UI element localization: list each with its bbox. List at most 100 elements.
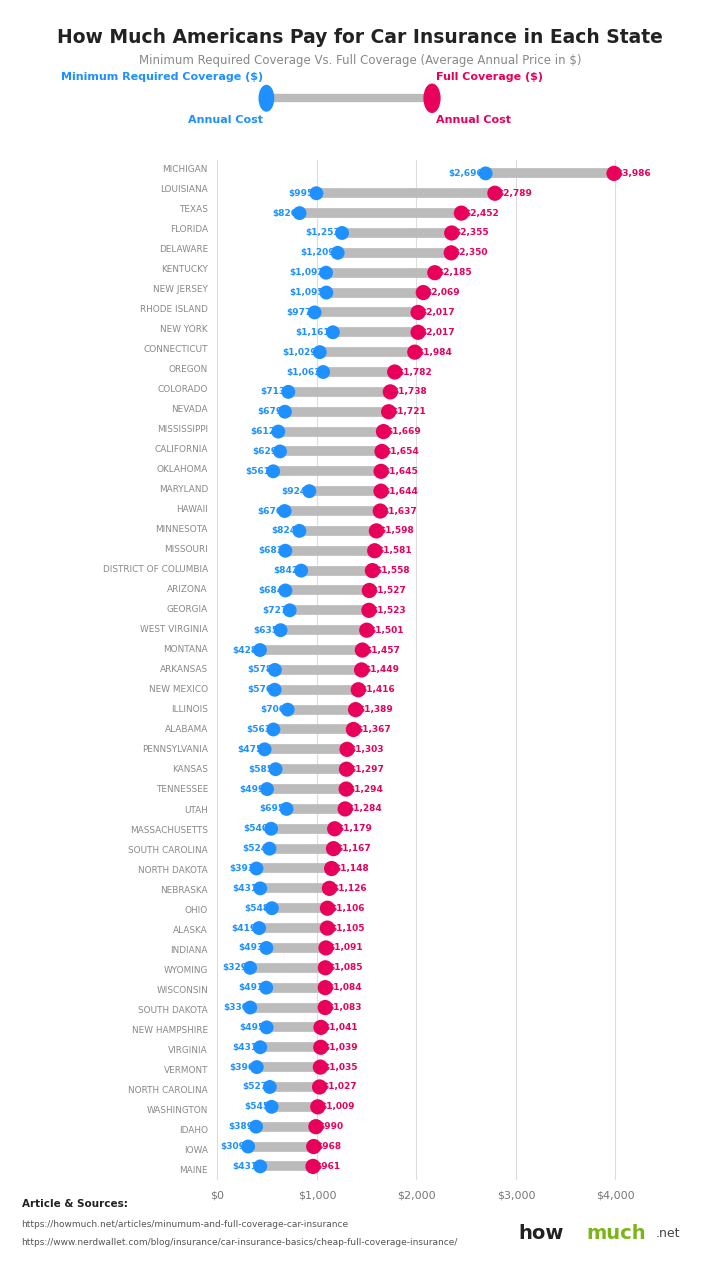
Point <box>315 1057 326 1077</box>
Text: $1,501: $1,501 <box>369 625 404 634</box>
Text: $1,039: $1,039 <box>323 1042 358 1051</box>
Point <box>353 680 364 701</box>
Text: WISCONSIN: WISCONSIN <box>156 985 208 995</box>
Text: $585: $585 <box>248 764 273 773</box>
Text: Minimum Required Coverage Vs. Full Coverage (Average Annual Price in $): Minimum Required Coverage Vs. Full Cover… <box>139 54 581 66</box>
Point <box>253 917 265 938</box>
Point <box>320 957 331 977</box>
Text: RHODE ISLAND: RHODE ISLAND <box>140 305 208 314</box>
Text: $1,092: $1,092 <box>289 268 323 277</box>
Point <box>254 878 266 898</box>
Text: $706: $706 <box>260 706 285 715</box>
Text: $2,350: $2,350 <box>454 249 488 258</box>
Text: NEW MEXICO: NEW MEXICO <box>149 685 208 694</box>
Text: $578: $578 <box>247 665 272 675</box>
Text: How Much Americans Pay for Car Insurance in Each State: How Much Americans Pay for Car Insurance… <box>57 28 663 47</box>
Point <box>364 581 375 601</box>
Text: ARIZONA: ARIZONA <box>167 586 208 595</box>
Point <box>251 1057 263 1077</box>
Point <box>294 203 305 223</box>
Text: VERMONT: VERMONT <box>163 1065 208 1074</box>
Point <box>279 402 291 422</box>
Point <box>309 302 320 323</box>
Point <box>261 778 273 799</box>
Text: LOUISIANA: LOUISIANA <box>161 185 208 194</box>
Point <box>356 660 367 680</box>
Text: $1,126: $1,126 <box>332 884 366 893</box>
Point <box>328 838 339 859</box>
Text: $563: $563 <box>246 725 271 734</box>
Text: MINNESOTA: MINNESOTA <box>156 526 208 535</box>
Point <box>389 362 400 383</box>
Text: $540: $540 <box>243 824 269 833</box>
Text: NEW HAMPSHIRE: NEW HAMPSHIRE <box>132 1026 208 1035</box>
Point <box>320 282 332 302</box>
Text: $1,367: $1,367 <box>356 725 391 734</box>
Text: $475: $475 <box>237 745 262 754</box>
Text: KENTUCKY: KENTUCKY <box>161 265 208 274</box>
Point <box>383 402 395 422</box>
Text: $961: $961 <box>315 1162 341 1171</box>
Text: $524: $524 <box>242 845 267 854</box>
Text: $431: $431 <box>233 1042 258 1051</box>
Text: $428: $428 <box>233 646 258 655</box>
Text: $527: $527 <box>242 1082 267 1091</box>
Point <box>270 759 282 780</box>
Text: WEST VIRGINIA: WEST VIRGINIA <box>140 625 208 634</box>
Point <box>320 263 332 283</box>
Point <box>324 878 336 898</box>
Text: $431: $431 <box>233 1162 258 1171</box>
Text: NEW JERSEY: NEW JERSEY <box>153 285 208 293</box>
Point <box>409 342 420 362</box>
Text: $695: $695 <box>259 804 284 813</box>
Text: $1,091: $1,091 <box>328 943 363 952</box>
Point <box>282 699 293 720</box>
Point <box>489 182 500 203</box>
Text: $679: $679 <box>257 407 282 416</box>
Point <box>274 441 286 462</box>
Text: $493: $493 <box>239 943 264 952</box>
Text: $545: $545 <box>244 1102 269 1111</box>
Point <box>374 500 386 521</box>
Point <box>369 541 380 561</box>
Text: $495: $495 <box>239 1023 264 1032</box>
Point <box>320 998 331 1018</box>
Text: $1,083: $1,083 <box>328 1003 362 1012</box>
Point <box>320 977 331 998</box>
Point <box>363 600 374 620</box>
Text: $1,654: $1,654 <box>384 447 419 456</box>
Text: IDAHO: IDAHO <box>179 1125 208 1134</box>
Point <box>446 223 457 244</box>
Text: $977: $977 <box>287 308 312 316</box>
Text: much: much <box>587 1225 647 1243</box>
Point <box>320 938 332 958</box>
Text: $548: $548 <box>244 903 269 912</box>
Text: MARYLAND: MARYLAND <box>158 485 208 494</box>
Text: $826: $826 <box>272 208 297 218</box>
Point <box>254 1037 266 1058</box>
Text: $1,558: $1,558 <box>375 567 410 575</box>
Text: $968: $968 <box>316 1142 341 1151</box>
Point <box>261 1017 272 1037</box>
Text: $1,029: $1,029 <box>283 347 318 356</box>
Text: $576: $576 <box>247 685 272 694</box>
Text: $1,449: $1,449 <box>364 665 399 675</box>
Point <box>413 302 424 323</box>
Text: NORTH CAROLINA: NORTH CAROLINA <box>128 1086 208 1095</box>
Point <box>366 560 378 581</box>
Text: $499: $499 <box>239 785 264 794</box>
Text: DISTRICT OF COLUMBIA: DISTRICT OF COLUMBIA <box>103 565 208 574</box>
Point <box>315 1037 327 1058</box>
Text: $1,637: $1,637 <box>383 507 418 516</box>
Point <box>284 600 295 620</box>
Text: $924: $924 <box>282 486 307 495</box>
Point <box>336 223 348 244</box>
Text: $1,527: $1,527 <box>372 586 407 595</box>
Text: $329: $329 <box>222 963 248 972</box>
Point <box>294 521 305 541</box>
Text: HAWAII: HAWAII <box>176 505 208 514</box>
Point <box>307 1156 319 1176</box>
Text: $1,148: $1,148 <box>334 864 369 873</box>
Text: $1,297: $1,297 <box>349 764 384 773</box>
Text: WASHINGTON: WASHINGTON <box>147 1106 208 1115</box>
